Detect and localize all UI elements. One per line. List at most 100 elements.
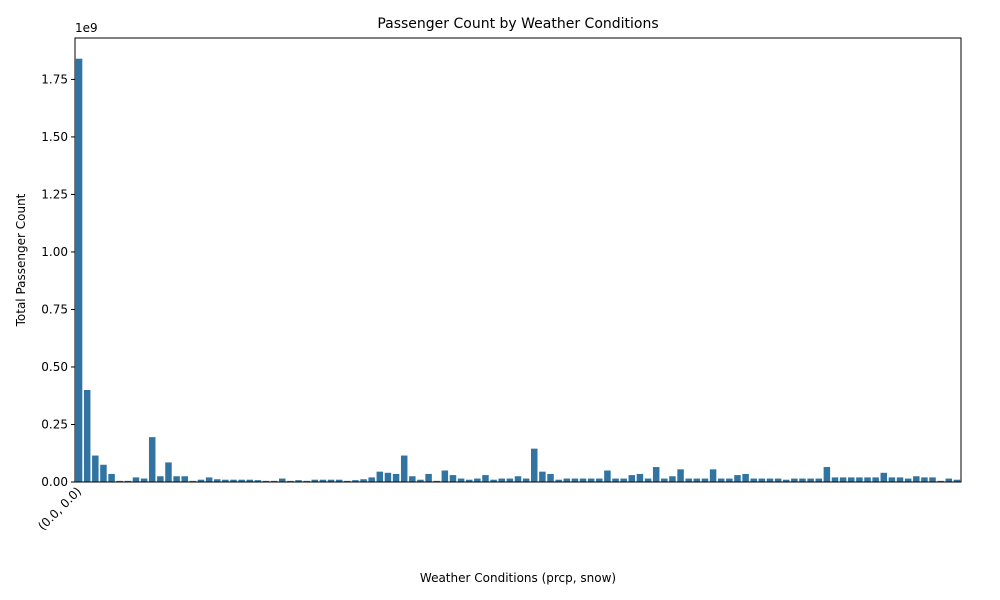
bar bbox=[148, 437, 156, 482]
bar bbox=[953, 479, 961, 482]
bar bbox=[888, 477, 896, 482]
bar bbox=[815, 478, 823, 482]
bar bbox=[384, 472, 392, 482]
bar bbox=[717, 478, 725, 482]
bar bbox=[213, 479, 221, 482]
y-tick-label: 1.75 bbox=[41, 72, 68, 86]
bar bbox=[628, 475, 636, 482]
y-tick-label: 1.00 bbox=[41, 245, 68, 259]
bar bbox=[287, 480, 294, 482]
bar bbox=[539, 471, 546, 482]
bar bbox=[140, 478, 148, 482]
plot-frame bbox=[74, 37, 962, 483]
bar bbox=[165, 462, 172, 482]
y-tick-label: 0.75 bbox=[41, 302, 68, 316]
bar bbox=[335, 479, 343, 482]
bar bbox=[490, 479, 497, 482]
bar bbox=[823, 467, 831, 482]
bar bbox=[531, 448, 538, 482]
y-axis-label: Total Passenger Count bbox=[14, 193, 28, 327]
bar bbox=[368, 477, 375, 482]
bar bbox=[392, 473, 400, 482]
bar bbox=[734, 475, 741, 482]
bar bbox=[742, 473, 749, 482]
bar bbox=[579, 478, 587, 482]
bar bbox=[254, 480, 262, 482]
bar bbox=[831, 477, 839, 482]
bar bbox=[848, 477, 855, 482]
bar bbox=[457, 478, 465, 482]
bar bbox=[750, 478, 757, 482]
bar bbox=[555, 479, 562, 482]
bar bbox=[132, 477, 140, 482]
bar bbox=[295, 480, 302, 482]
bar bbox=[360, 479, 367, 482]
bar bbox=[409, 476, 416, 482]
bar bbox=[75, 58, 83, 483]
x-axis-label: Weather Conditions (prcp, snow) bbox=[420, 571, 616, 585]
bar bbox=[921, 477, 928, 482]
y-tick-label: 1.25 bbox=[41, 187, 68, 201]
bar bbox=[945, 478, 953, 482]
bar bbox=[376, 471, 384, 482]
bar bbox=[701, 478, 709, 482]
bar bbox=[189, 480, 197, 482]
bar bbox=[685, 478, 692, 482]
bar bbox=[669, 476, 676, 482]
bar bbox=[230, 479, 237, 482]
bar bbox=[929, 477, 936, 482]
bar bbox=[807, 478, 814, 482]
bar bbox=[872, 477, 879, 482]
bar bbox=[604, 470, 611, 482]
bar bbox=[880, 472, 888, 482]
bar bbox=[441, 470, 449, 482]
bar bbox=[222, 479, 229, 482]
bar bbox=[262, 480, 270, 482]
bar bbox=[774, 478, 782, 482]
y-tick-label: 0.25 bbox=[41, 417, 68, 431]
bar bbox=[896, 477, 904, 482]
bar bbox=[474, 478, 481, 482]
bar bbox=[522, 478, 530, 482]
bar bbox=[693, 478, 701, 482]
y-tick-label: 1.50 bbox=[41, 130, 68, 144]
bar bbox=[83, 389, 91, 482]
bar bbox=[799, 478, 806, 482]
bar bbox=[563, 478, 571, 482]
bar bbox=[913, 476, 920, 482]
bar bbox=[677, 469, 684, 482]
bar bbox=[400, 455, 408, 482]
bar bbox=[506, 478, 514, 482]
bar bbox=[612, 478, 619, 482]
bar bbox=[157, 476, 164, 482]
bar bbox=[100, 464, 107, 482]
bar bbox=[425, 473, 432, 482]
bar bbox=[173, 476, 180, 482]
bar bbox=[644, 478, 652, 482]
y-tick-label: 0.50 bbox=[41, 360, 68, 374]
bar bbox=[465, 479, 473, 482]
bar bbox=[904, 478, 912, 482]
bar bbox=[246, 479, 254, 482]
bar bbox=[197, 479, 205, 482]
bar bbox=[449, 475, 457, 482]
bar bbox=[433, 480, 440, 482]
bar bbox=[791, 478, 798, 482]
y-tick-label: 0.00 bbox=[41, 475, 68, 489]
bar bbox=[116, 480, 123, 482]
bar bbox=[498, 478, 505, 482]
bar bbox=[303, 480, 310, 482]
bar bbox=[417, 479, 424, 482]
bar bbox=[181, 476, 188, 482]
bar bbox=[620, 478, 627, 482]
bar bbox=[92, 455, 99, 482]
bar bbox=[856, 477, 863, 482]
bar bbox=[311, 479, 319, 482]
bar bbox=[205, 477, 213, 482]
bar bbox=[661, 478, 668, 482]
bar bbox=[587, 478, 595, 482]
bar bbox=[108, 473, 115, 482]
bar bbox=[782, 479, 790, 482]
bar bbox=[547, 473, 554, 482]
